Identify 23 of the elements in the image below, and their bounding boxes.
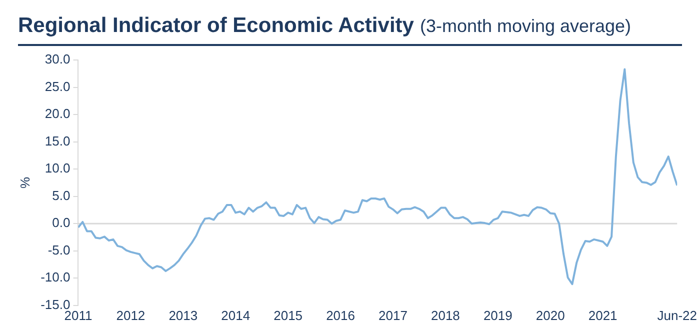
x-tick-label: Jun-22 <box>657 308 697 323</box>
y-tick-label: 30.0 <box>44 52 70 67</box>
y-tick-label: 10.0 <box>44 160 70 176</box>
x-tick-label: 2014 <box>221 308 250 323</box>
x-tick-label: 2019 <box>483 308 512 323</box>
y-tick-label: -10.0 <box>40 270 70 285</box>
x-tick-label: 2021 <box>588 308 618 323</box>
x-tick-label: 2017 <box>378 308 408 323</box>
y-tick-label: 0.0 <box>52 215 70 230</box>
y-tick-label: 15.0 <box>44 133 70 148</box>
y-tick-label: 20.0 <box>44 106 70 122</box>
chart-subtitle: (3-month moving average) <box>420 16 632 36</box>
x-tick-label: 2016 <box>326 308 355 323</box>
y-tick-label: 5.0 <box>52 188 70 203</box>
x-tick-label: 2018 <box>430 308 460 323</box>
y-tick-label: -5.0 <box>48 242 70 258</box>
x-tick-label: 2012 <box>116 308 146 323</box>
x-tick-label: 2015 <box>274 308 303 323</box>
y-axis-title: % <box>17 176 32 188</box>
chart-title: Regional Indicator of Economic Activity <box>18 14 414 37</box>
y-tick-label: 25.0 <box>44 78 70 94</box>
x-tick-label: 2013 <box>168 308 198 323</box>
x-tick-label: 2020 <box>536 308 565 323</box>
